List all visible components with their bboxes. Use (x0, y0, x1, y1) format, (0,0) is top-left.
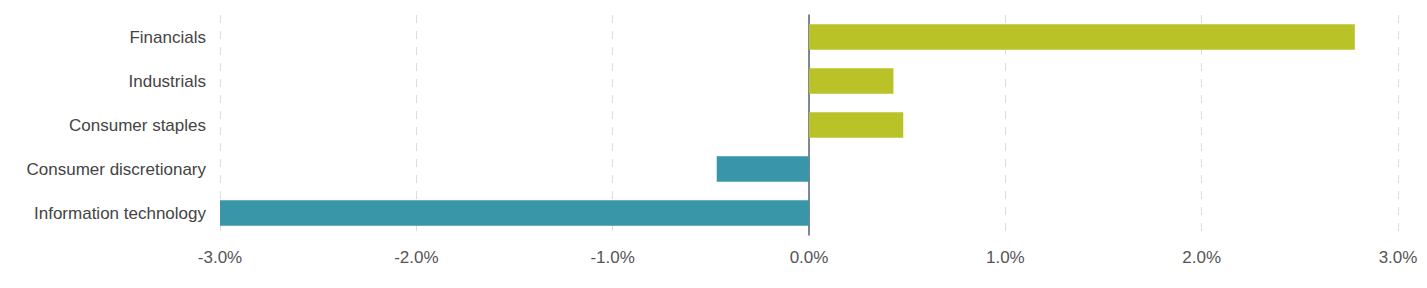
svg-text:-2.0%: -2.0% (394, 248, 438, 267)
svg-text:Consumer staples: Consumer staples (69, 116, 206, 135)
svg-text:Financials: Financials (129, 28, 206, 47)
svg-text:Consumer discretionary: Consumer discretionary (26, 160, 206, 179)
svg-text:3.0%: 3.0% (1379, 248, 1418, 267)
svg-text:0.0%: 0.0% (790, 248, 829, 267)
svg-text:-3.0%: -3.0% (198, 248, 242, 267)
svg-text:2.0%: 2.0% (1182, 248, 1221, 267)
svg-text:-1.0%: -1.0% (590, 248, 634, 267)
svg-text:Industrials: Industrials (129, 72, 206, 91)
svg-text:Information technology: Information technology (34, 204, 206, 223)
svg-text:1.0%: 1.0% (986, 248, 1025, 267)
